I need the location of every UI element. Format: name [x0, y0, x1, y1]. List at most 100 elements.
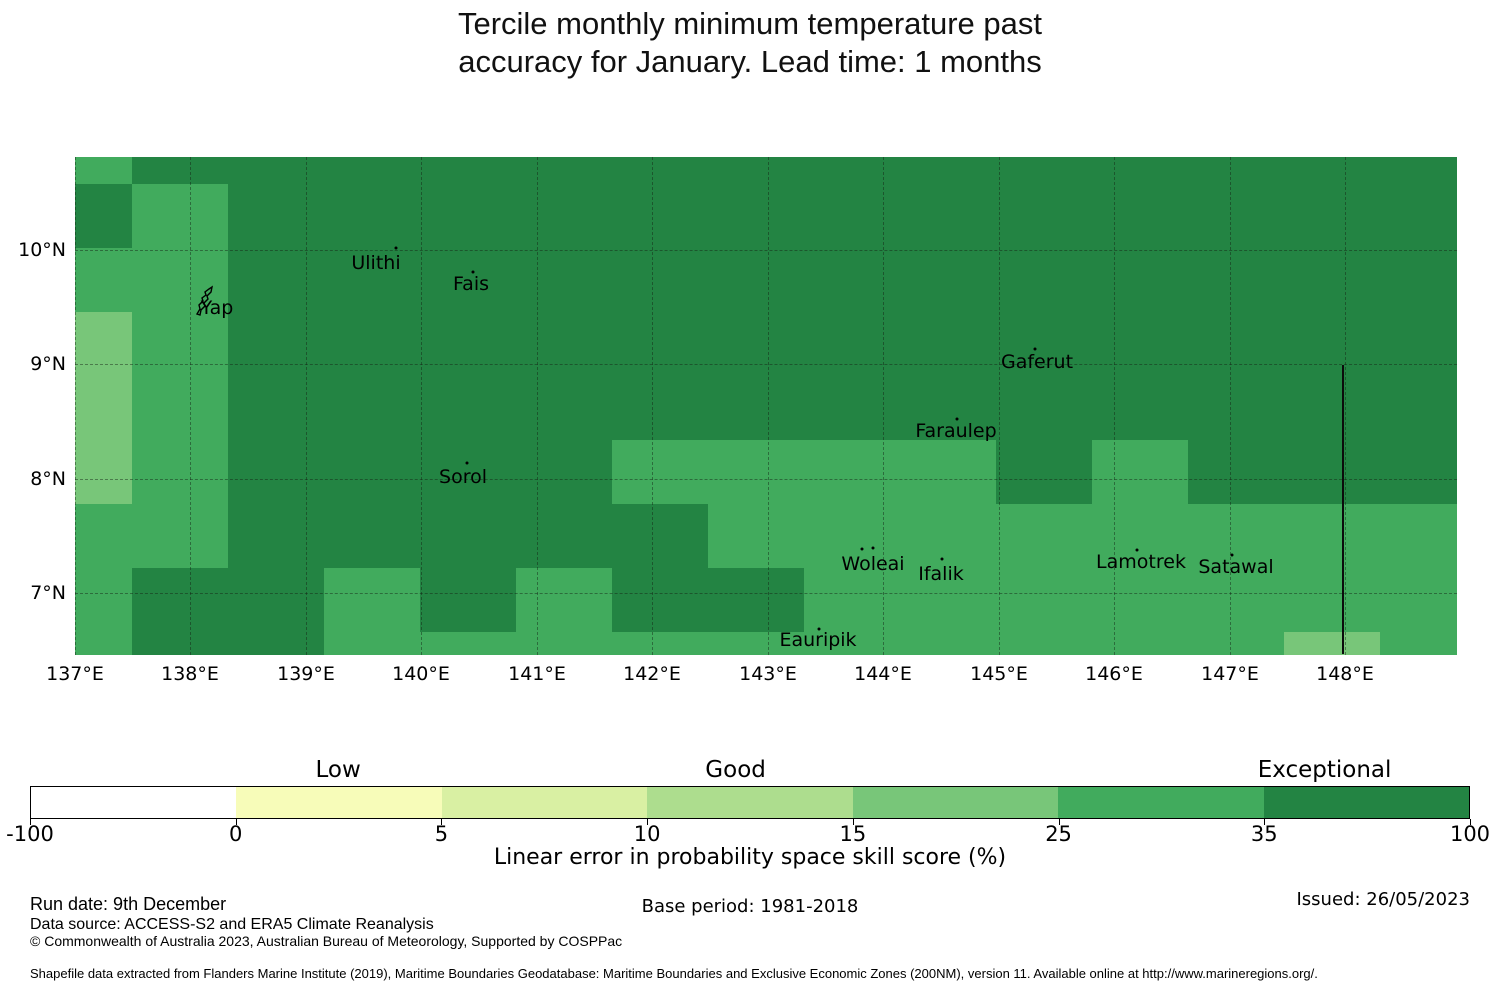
- island-marker-dot: [1230, 553, 1234, 557]
- x-tick-label: 139°E: [277, 663, 335, 685]
- figure-title: Tercile monthly minimum temperature past…: [0, 5, 1500, 81]
- colorbar-tickmark: [441, 819, 443, 825]
- gridline-longitude: [537, 157, 538, 655]
- gridline-latitude: [75, 250, 1457, 251]
- gridline-longitude: [190, 157, 191, 655]
- x-tick-label: 141°E: [508, 663, 566, 685]
- colorbar-tickmark: [647, 819, 649, 825]
- x-tick-label: 137°E: [46, 663, 104, 685]
- island-label-ulithi: Ulithi: [351, 252, 401, 274]
- figure-title-line2: accuracy for January. Lead time: 1 month…: [458, 44, 1042, 79]
- gridline-latitude: [75, 364, 1457, 365]
- colorbar-tick-label: 100: [1449, 822, 1491, 846]
- x-tick-label: 140°E: [392, 663, 450, 685]
- gridline-longitude: [999, 157, 1000, 655]
- map-cell-light: [75, 312, 132, 504]
- yap-island-shape: [195, 285, 214, 316]
- island-label-eauripik: Eauripik: [779, 629, 857, 651]
- issued-date-text: Issued: 26/05/2023: [1296, 889, 1470, 910]
- colorbar-axis-title: Linear error in probability space skill …: [493, 845, 1007, 870]
- island-label-fais: Fais: [452, 273, 490, 295]
- colorbar: [30, 786, 1470, 819]
- gridline-longitude: [1230, 157, 1231, 655]
- x-tick-label: 147°E: [1201, 663, 1259, 685]
- colorbar-segment-0to5: [236, 787, 442, 818]
- map-cell-light: [1284, 632, 1380, 655]
- colorbar-tickmark: [1058, 819, 1060, 825]
- map-area: Yap Ulithi Fais Sorol Gaferut Faraulep Woleai I…: [75, 157, 1457, 655]
- gridline-longitude: [883, 157, 884, 655]
- map-cell-medium: [324, 632, 1457, 655]
- island-label-faraulep: Faraulep: [915, 420, 997, 442]
- colorbar-tick-label: 5: [434, 822, 449, 846]
- colorbar-segment-35to100: [1263, 787, 1469, 818]
- y-tick-label: 7°N: [30, 582, 66, 604]
- island-marker-dot: [394, 246, 398, 250]
- island-marker-dot: [465, 461, 469, 465]
- map-cell-medium: [75, 504, 132, 655]
- island-label-ifalik: Ifalik: [918, 563, 964, 585]
- colorbar-tick-label: -100: [6, 822, 54, 846]
- colorbar-tick-label: 0: [229, 822, 243, 846]
- map-cell-medium: [708, 504, 1457, 568]
- map-cell-medium: [324, 568, 420, 632]
- island-label-gaferut: Gaferut: [1000, 351, 1074, 373]
- map-cell-medium: [516, 568, 612, 632]
- gridline-longitude: [306, 157, 307, 655]
- island-label-yap: Yap: [200, 297, 234, 319]
- map-cell-medium: [75, 157, 132, 184]
- colorbar-tickmark: [852, 819, 854, 825]
- colorbar-tickmark: [30, 819, 31, 825]
- colorbar-segment-15to25: [852, 787, 1059, 818]
- colorbar-tick-label: 35: [1250, 822, 1278, 846]
- colorbar-tick-label: 25: [1045, 822, 1072, 846]
- gridline-latitude: [75, 593, 1457, 594]
- island-marker-dot: [860, 547, 864, 551]
- colorbar-tickmark: [235, 819, 237, 825]
- gridline-longitude: [652, 157, 653, 655]
- x-tick-label: 143°E: [739, 663, 797, 685]
- colorbar-tickmark: [1264, 819, 1266, 825]
- colorbar-tick-label: 10: [633, 822, 661, 846]
- x-tick-label: 144°E: [854, 663, 912, 685]
- x-tick-label: 138°E: [161, 663, 219, 685]
- figure-title-line1: Tercile monthly minimum temperature past: [457, 6, 1043, 41]
- base-period-text: Base period: 1981-2018: [641, 896, 859, 917]
- colorbar-category-low: Low: [315, 757, 361, 783]
- map-cell-medium: [612, 440, 996, 504]
- map-cell-medium: [132, 184, 228, 568]
- island-marker-dot: [817, 627, 821, 631]
- island-marker-dot: [955, 417, 959, 421]
- colorbar-category-good: Good: [705, 757, 766, 783]
- island-label-sorol: Sorol: [439, 466, 487, 488]
- island-marker-dot: [471, 270, 475, 274]
- y-tick-label: 10°N: [18, 239, 66, 261]
- colorbar-segment-5to10: [441, 787, 648, 818]
- map-cell-medium: [804, 568, 1457, 632]
- x-tick-label: 146°E: [1085, 663, 1143, 685]
- island-label-lamotrek: Lamotrek: [1096, 551, 1186, 573]
- island-label-satawal: Satawal: [1198, 556, 1274, 578]
- copyright-text: © Commonwealth of Australia 2023, Austra…: [30, 933, 623, 949]
- x-tick-label: 142°E: [623, 663, 681, 685]
- colorbar-tickmark: [1470, 819, 1471, 825]
- run-date-text: Run date: 9th December: [30, 894, 227, 914]
- gridline-latitude: [75, 479, 1457, 480]
- map-cell-medium: [1092, 440, 1188, 504]
- island-marker-dot: [871, 546, 875, 550]
- colorbar-category-exceptional: Exceptional: [1257, 757, 1392, 783]
- x-tick-label: 148°E: [1316, 663, 1374, 685]
- eez-boundary-line: [1342, 365, 1344, 654]
- island-label-woleai: Woleai: [841, 553, 905, 575]
- gridline-longitude: [421, 157, 422, 655]
- colorbar-segment-25to35: [1058, 787, 1264, 818]
- island-marker-dot: [1135, 548, 1139, 552]
- map-cell-medium: [75, 248, 132, 312]
- shapefile-attribution-text: Shapefile data extracted from Flanders M…: [30, 966, 1318, 981]
- colorbar-segment-10to15: [647, 787, 853, 818]
- gridline-longitude: [1114, 157, 1115, 655]
- y-tick-label: 8°N: [30, 468, 66, 490]
- x-tick-label: 145°E: [970, 663, 1028, 685]
- island-marker-dot: [940, 557, 944, 561]
